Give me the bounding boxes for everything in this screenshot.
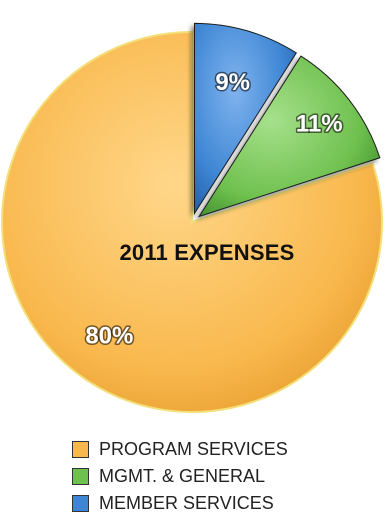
slice-value-label-member-services: 9% bbox=[215, 69, 250, 96]
legend-item-member-services: MEMBER SERVICES bbox=[72, 490, 288, 517]
labels-layer: 9% 11% 80% bbox=[84, 67, 344, 351]
chart-legend: PROGRAM SERVICES MGMT. & GENERAL MEMBER … bbox=[72, 436, 288, 517]
chart-title: 2011 EXPENSES bbox=[119, 240, 294, 265]
legend-label-program-services: PROGRAM SERVICES bbox=[99, 439, 288, 459]
pie-slice-mgmt-general bbox=[197, 55, 381, 218]
expenses-pie-chart: 9% 11% 80% 2011 EXPENSES bbox=[1, 22, 383, 413]
legend-label-member-services: MEMBER SERVICES bbox=[99, 493, 274, 513]
legend-item-mgmt-general: MGMT. & GENERAL bbox=[72, 463, 288, 490]
legend-swatch-member-services bbox=[72, 495, 89, 512]
legend-swatch-mgmt-general bbox=[72, 468, 89, 485]
pie-svg: 9% 11% 80% 2011 EXPENSES bbox=[1, 22, 383, 413]
slice-value-label-program-services: 80% bbox=[85, 323, 133, 350]
slices-layer bbox=[1, 22, 383, 413]
legend-swatch-program-services bbox=[72, 441, 89, 458]
legend-item-program-services: PROGRAM SERVICES bbox=[72, 436, 288, 463]
legend-label-mgmt-general: MGMT. & GENERAL bbox=[99, 466, 266, 486]
pie-slice-member-services bbox=[194, 22, 298, 216]
pie-slice-program-services bbox=[1, 30, 383, 413]
slice-value-label-mgmt-general: 11% bbox=[296, 110, 343, 137]
